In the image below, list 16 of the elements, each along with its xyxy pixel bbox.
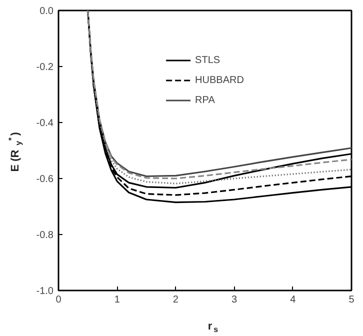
legend-label: HUBBARD <box>195 74 244 86</box>
x-tick-label: 5 <box>348 294 355 306</box>
x-tick-label: 3 <box>232 294 238 306</box>
y-tick-label: -0.2 <box>36 62 54 73</box>
x-tick-label: 2 <box>172 294 179 306</box>
y-tick-label: 0.0 <box>40 6 54 17</box>
y-tick-label: -0.6 <box>36 174 54 185</box>
legend-label: STLS <box>195 54 220 66</box>
x-tick-label: 4 <box>290 294 296 306</box>
x-tick-label: 0 <box>56 294 62 306</box>
y-axis-title: E (Ry*) <box>7 132 23 172</box>
legend-label: RPA <box>195 94 216 106</box>
x-tick-label: 1 <box>114 294 120 306</box>
y-tick-label: -1.0 <box>36 286 54 297</box>
y-tick-label: -0.8 <box>36 230 54 241</box>
y-tick-label: -0.4 <box>36 118 54 129</box>
